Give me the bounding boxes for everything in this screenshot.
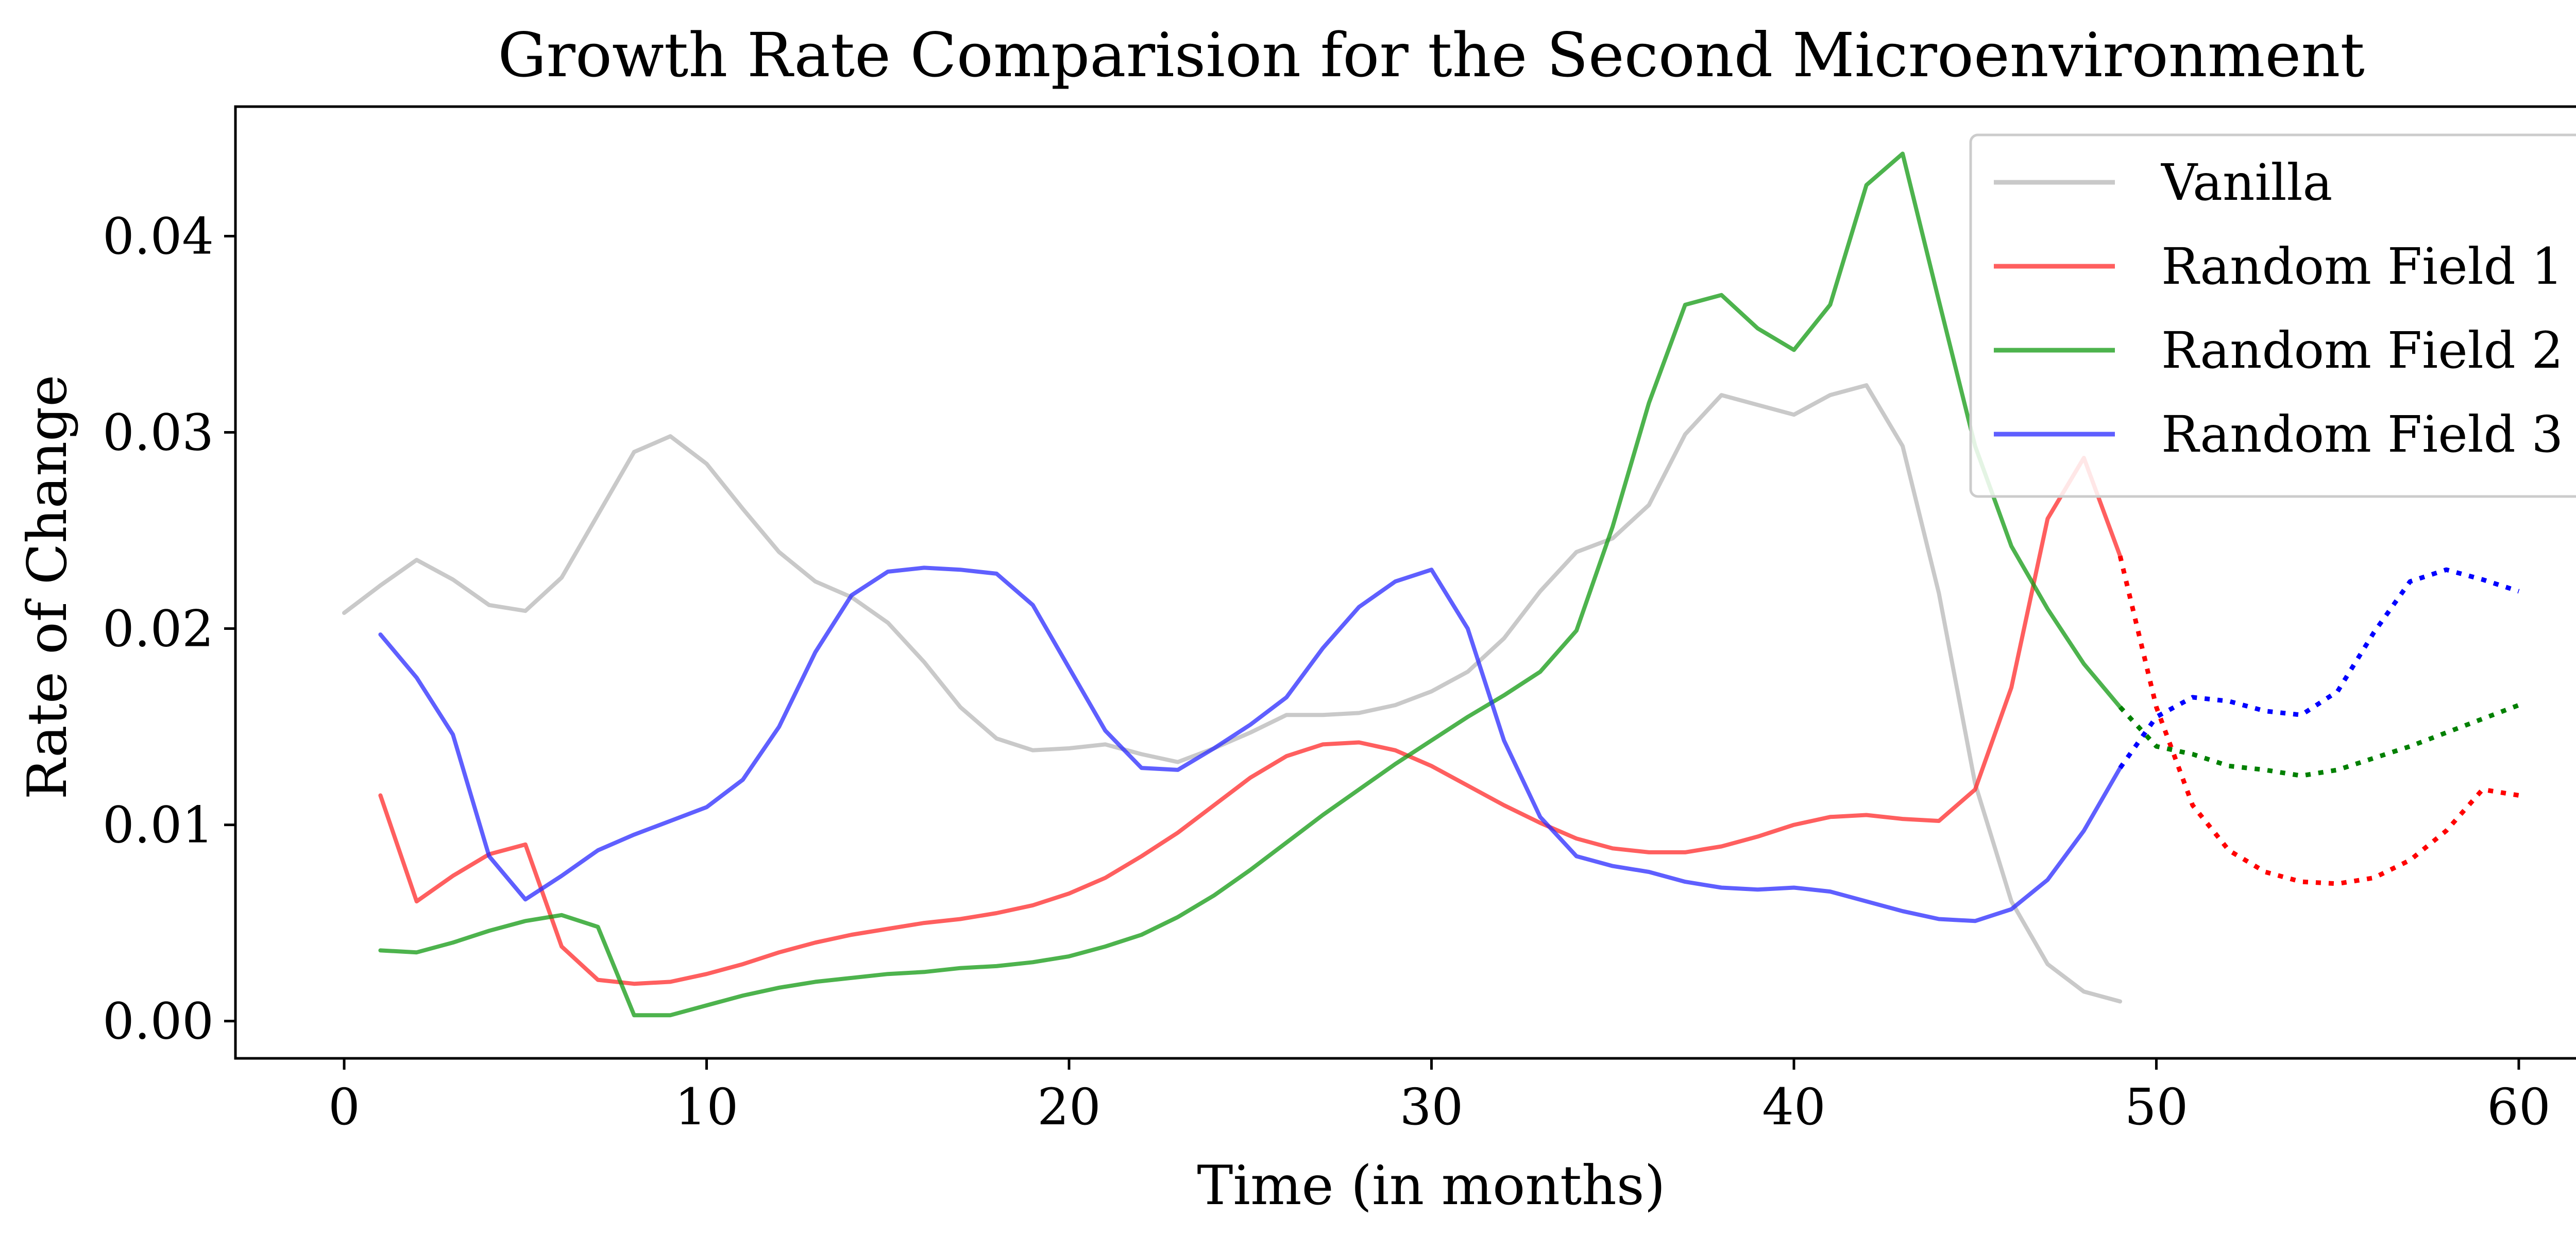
x-tick-label: 50 bbox=[2125, 1078, 2188, 1136]
y-tick-label: 0.00 bbox=[103, 992, 214, 1051]
y-tick-label: 0.04 bbox=[103, 207, 214, 265]
projection-4-line bbox=[2117, 555, 2519, 886]
x-axis-label: Time (in months) bbox=[1197, 1154, 1665, 1217]
x-tick-label: 20 bbox=[1037, 1078, 1100, 1136]
y-tick-label: 0.02 bbox=[103, 600, 214, 658]
chart-title: Growth Rate Comparision for the Second M… bbox=[498, 20, 2365, 91]
x-tick-label: 60 bbox=[2487, 1078, 2550, 1136]
legend: Vanilla Random Field 1 Random Field 2 Rando… bbox=[1969, 133, 2576, 498]
y-axis: 0.00 0.01 0.02 0.03 0.04 bbox=[103, 207, 235, 1051]
legend-entry: Random Field 1 bbox=[2161, 237, 2563, 296]
x-tick-label: 10 bbox=[675, 1078, 738, 1136]
x-tick-label: 0 bbox=[328, 1078, 360, 1136]
y-tick-label: 0.03 bbox=[103, 404, 214, 462]
random-field-1-line bbox=[378, 456, 2123, 986]
x-tick-label: 30 bbox=[1400, 1078, 1463, 1136]
y-tick-label: 0.01 bbox=[103, 796, 214, 854]
plot-frame bbox=[234, 105, 2576, 1060]
random-field-3-line bbox=[378, 565, 2123, 923]
x-axis: 0 10 20 30 40 50 60 bbox=[328, 1058, 2551, 1136]
x-tick-label: 40 bbox=[1762, 1078, 1825, 1136]
legend-entry: Random Field 2 bbox=[2161, 321, 2563, 380]
legend-entry: Vanilla bbox=[2161, 153, 2332, 212]
series-group bbox=[342, 151, 2520, 1018]
random-field-2-line bbox=[378, 151, 2123, 1018]
legend-entry: Random Field 3 bbox=[2161, 405, 2563, 464]
projection-6-line bbox=[2118, 567, 2520, 769]
vanilla-line bbox=[342, 383, 2123, 1004]
projection-5-line bbox=[2118, 702, 2520, 778]
y-axis-label: Rate of Change bbox=[16, 375, 79, 800]
legend-box bbox=[1969, 133, 2576, 498]
